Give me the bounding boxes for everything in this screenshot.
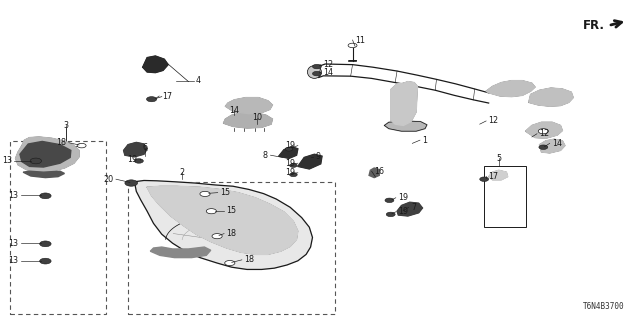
Polygon shape <box>223 113 273 128</box>
Polygon shape <box>397 202 422 216</box>
Polygon shape <box>147 186 298 254</box>
Polygon shape <box>390 82 417 125</box>
Text: 18: 18 <box>227 229 237 238</box>
Circle shape <box>200 191 210 196</box>
Bar <box>10 141 106 314</box>
Polygon shape <box>489 170 508 180</box>
Polygon shape <box>525 122 563 138</box>
Polygon shape <box>486 81 535 97</box>
Circle shape <box>348 43 357 48</box>
Circle shape <box>147 97 157 102</box>
Polygon shape <box>150 247 211 258</box>
Bar <box>128 182 335 314</box>
Circle shape <box>40 258 51 264</box>
Text: 19: 19 <box>398 193 408 202</box>
Text: 15: 15 <box>227 206 237 215</box>
Polygon shape <box>298 154 322 169</box>
Circle shape <box>312 64 321 69</box>
Polygon shape <box>385 121 427 131</box>
Text: 7: 7 <box>411 203 416 212</box>
Polygon shape <box>23 171 65 178</box>
Text: T6N4B3700: T6N4B3700 <box>582 302 624 311</box>
Ellipse shape <box>307 66 321 78</box>
Circle shape <box>289 164 297 167</box>
Circle shape <box>77 143 86 148</box>
Text: 17: 17 <box>489 172 499 180</box>
Polygon shape <box>134 180 312 269</box>
Text: 15: 15 <box>220 188 230 197</box>
Text: 19: 19 <box>285 141 295 150</box>
Text: 17: 17 <box>162 92 172 100</box>
Text: 8: 8 <box>263 151 268 160</box>
Text: 14: 14 <box>323 68 333 76</box>
Text: 13: 13 <box>8 239 18 248</box>
Polygon shape <box>529 88 573 106</box>
Text: 11: 11 <box>355 36 365 44</box>
Circle shape <box>289 173 297 177</box>
Polygon shape <box>143 56 168 73</box>
Text: 20: 20 <box>103 175 113 184</box>
Polygon shape <box>124 142 147 157</box>
Text: 13: 13 <box>8 256 18 265</box>
Text: 12: 12 <box>489 116 499 125</box>
Text: 13: 13 <box>8 191 18 200</box>
Circle shape <box>285 147 292 151</box>
Circle shape <box>30 158 42 164</box>
Polygon shape <box>15 137 79 172</box>
Circle shape <box>225 260 235 266</box>
Text: 16: 16 <box>374 167 384 176</box>
Text: 19: 19 <box>398 207 408 216</box>
Circle shape <box>538 129 548 134</box>
Polygon shape <box>20 141 71 167</box>
Text: 13: 13 <box>2 156 12 165</box>
Text: 9: 9 <box>316 152 321 161</box>
Text: 12: 12 <box>323 60 333 69</box>
Text: 4: 4 <box>196 76 201 85</box>
Text: 14: 14 <box>229 106 239 115</box>
Text: 19: 19 <box>285 159 295 168</box>
Circle shape <box>312 71 321 76</box>
Text: 3: 3 <box>64 121 69 130</box>
Polygon shape <box>279 147 298 158</box>
Circle shape <box>40 193 51 199</box>
Text: 2: 2 <box>180 168 185 177</box>
Text: 6: 6 <box>143 143 148 152</box>
Polygon shape <box>225 98 273 114</box>
Text: 19: 19 <box>127 155 138 164</box>
Polygon shape <box>369 168 380 178</box>
Text: FR.: FR. <box>583 19 605 32</box>
Circle shape <box>40 241 51 247</box>
Circle shape <box>212 234 222 239</box>
Text: 18: 18 <box>244 255 255 264</box>
Circle shape <box>125 180 138 186</box>
Text: 5: 5 <box>496 154 501 163</box>
Bar <box>484 166 525 227</box>
Text: 12: 12 <box>540 129 550 138</box>
Circle shape <box>387 212 395 217</box>
Circle shape <box>480 177 489 181</box>
Circle shape <box>385 198 394 203</box>
Circle shape <box>539 145 548 149</box>
Polygon shape <box>540 139 565 153</box>
Text: 10: 10 <box>252 113 262 122</box>
Circle shape <box>134 159 143 163</box>
Text: 18: 18 <box>56 138 67 147</box>
Text: 19: 19 <box>285 168 295 177</box>
Text: 1: 1 <box>422 136 428 145</box>
Circle shape <box>206 209 216 214</box>
Text: 14: 14 <box>552 139 562 148</box>
